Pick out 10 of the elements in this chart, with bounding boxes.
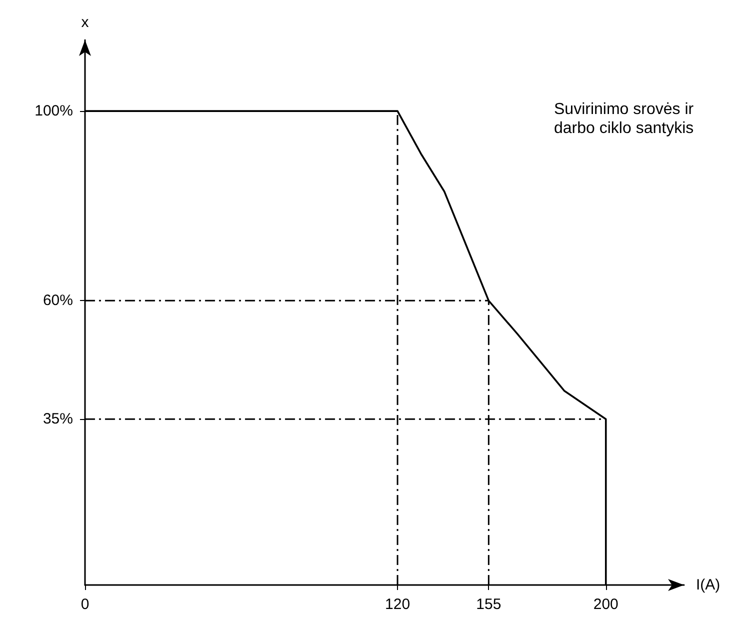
x-tick-label: 200 <box>593 596 618 613</box>
y-tick-label: 60% <box>42 292 73 310</box>
x-tick-label: 0 <box>80 596 90 613</box>
y-tick-label: 35% <box>42 410 73 428</box>
annotation: Suvirinimo srovės ir darbo ciklo santykis <box>554 101 698 137</box>
y-axis-title: x <box>81 14 90 31</box>
x-tick-label: 120 <box>385 596 410 613</box>
y-tick-label: 100% <box>34 102 73 120</box>
x-tick-label: 155 <box>476 596 502 613</box>
x-axis-title: I(A) <box>696 576 720 594</box>
